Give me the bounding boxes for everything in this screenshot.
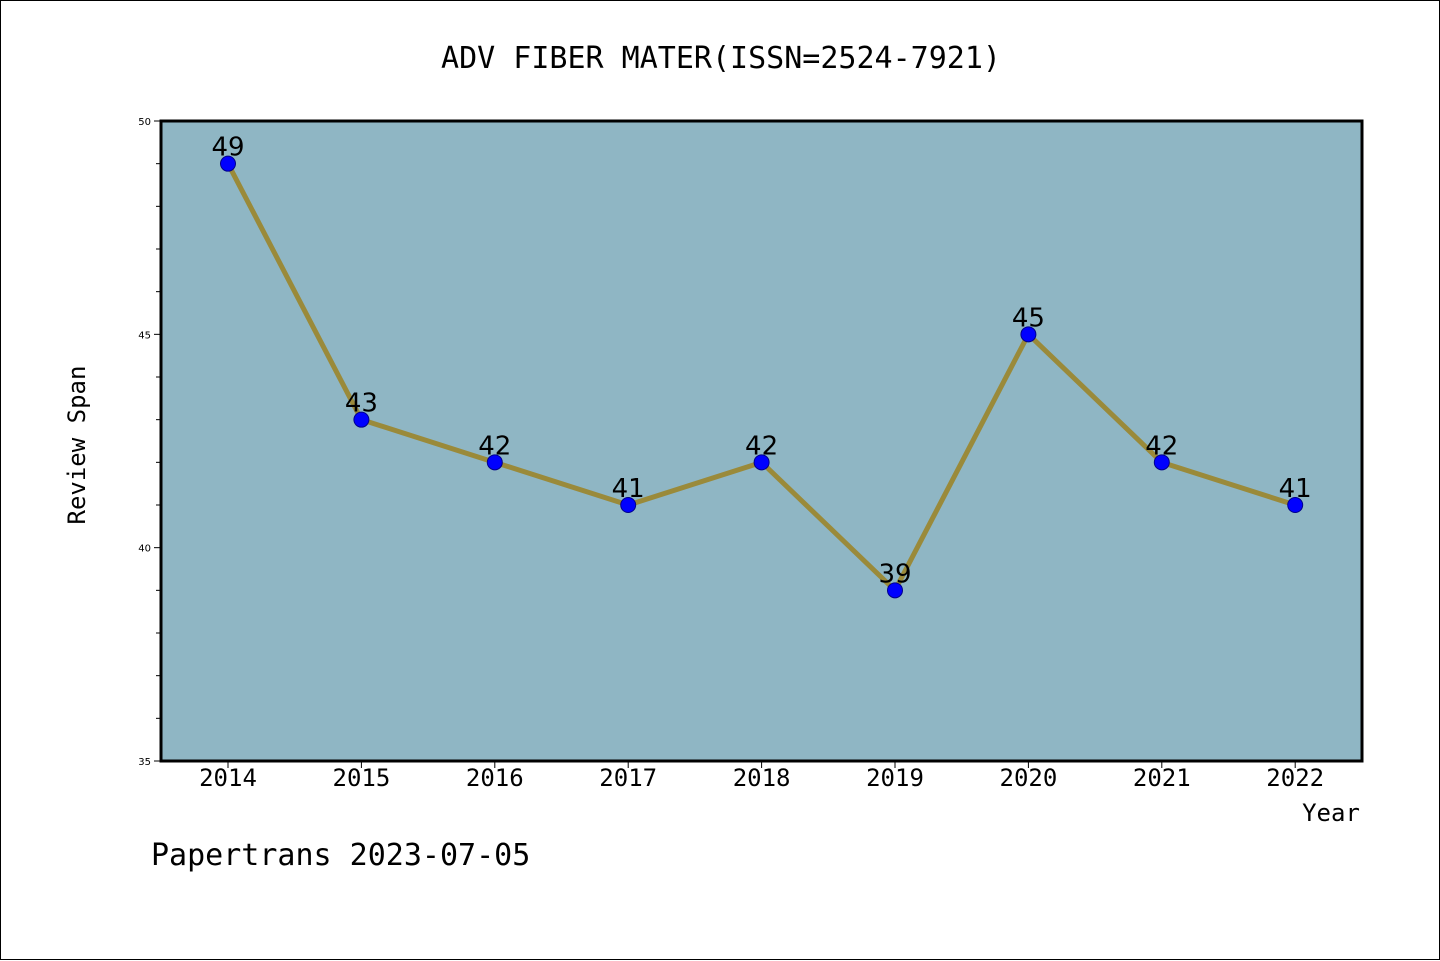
x-tick-label: 2020 (1000, 764, 1058, 792)
x-tick-label: 2015 (333, 764, 391, 792)
x-tick-label: 2022 (1266, 764, 1324, 792)
x-tick-label: 2016 (466, 764, 524, 792)
data-point (220, 155, 236, 172)
x-axis: 2014 2015 2016 2017 2018 2019 2020 2021 2022 (199, 761, 1324, 792)
y-tick-label: 35 (138, 757, 151, 768)
x-tick-label: 2017 (599, 764, 657, 792)
plot-border (159, 119, 1364, 763)
data-point (887, 582, 903, 599)
x-tick-label: 2018 (733, 764, 791, 792)
x-tick-label: 2019 (866, 764, 924, 792)
series-markers (220, 155, 1304, 599)
data-point (753, 454, 770, 471)
y-tick-label: 45 (138, 330, 151, 341)
data-point (353, 411, 370, 428)
plot-area (161, 121, 1362, 761)
x-tick-label: 2021 (1133, 764, 1191, 792)
y-axis-label: Review Span (63, 366, 91, 525)
y-tick-label: 40 (138, 544, 151, 555)
y-axis: 35 40 45 50 (138, 117, 161, 768)
y-tick-label: 50 (138, 117, 151, 128)
x-axis-label: Year (1302, 799, 1360, 827)
x-tick-label: 2014 (199, 764, 257, 792)
chart-title: ADV FIBER MATER(ISSN=2524-7921) (441, 41, 1001, 76)
data-point (1020, 326, 1037, 343)
data-point (620, 497, 637, 513)
footer-text: Papertrans 2023-07-05 (151, 838, 530, 873)
data-point (1153, 454, 1170, 471)
data-point (1287, 497, 1304, 513)
data-point (486, 454, 503, 471)
